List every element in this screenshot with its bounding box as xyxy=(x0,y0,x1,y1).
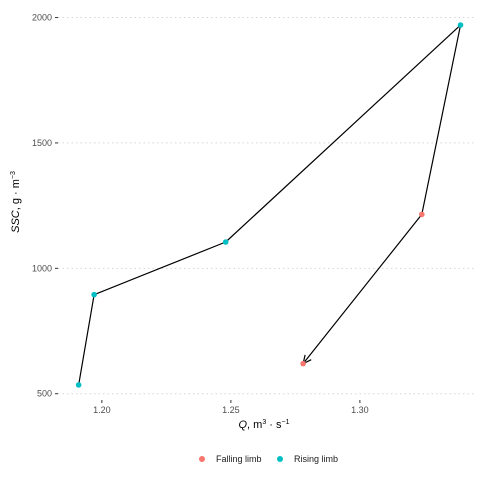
x-axis: 1.20 1.25 1.30 xyxy=(93,400,369,415)
data-points xyxy=(75,22,464,388)
data-point-rising-limb xyxy=(75,382,82,388)
legend-label-rising-limb: Rising limb xyxy=(294,454,338,464)
trajectory xyxy=(78,24,462,386)
y-axis: 500 1000 1500 2000 xyxy=(32,13,58,399)
x-tick-label: 1.30 xyxy=(351,405,369,415)
legend-key-falling-limb xyxy=(199,456,205,462)
y-tick-label: 1500 xyxy=(32,138,52,148)
x-axis-title: Q, m3 · s−1 xyxy=(238,419,289,431)
y-axis-title: SSC, g · m−3 xyxy=(10,171,22,233)
data-point-rising-limb xyxy=(222,239,229,245)
y-tick-label: 500 xyxy=(37,389,52,399)
gridlines xyxy=(58,17,476,395)
legend-label-falling-limb: Falling limb xyxy=(216,454,262,464)
x-tick-label: 1.20 xyxy=(93,405,111,415)
data-point-rising-limb xyxy=(457,22,464,28)
data-point-falling-limb xyxy=(300,360,306,367)
legend-key-rising-limb xyxy=(277,456,283,462)
x-tick-label: 1.25 xyxy=(222,405,240,415)
data-point-rising-limb xyxy=(91,291,97,298)
y-tick-label: 2000 xyxy=(32,13,52,23)
y-tick-label: 1000 xyxy=(32,263,52,273)
data-point-falling-limb xyxy=(419,211,425,218)
legend: Falling limb Rising limb xyxy=(199,454,338,464)
trajectory-line xyxy=(78,24,462,386)
